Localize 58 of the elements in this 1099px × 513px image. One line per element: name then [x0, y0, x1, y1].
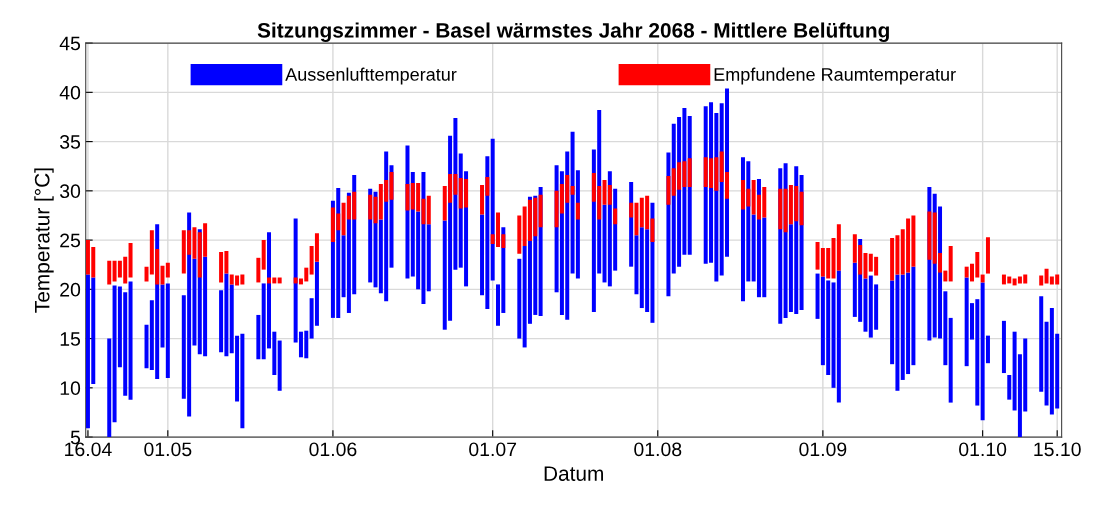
bar — [517, 258, 522, 339]
bar — [128, 243, 133, 278]
bar — [836, 270, 841, 403]
x-tick-label: 01.07 — [469, 442, 517, 457]
bar — [256, 314, 261, 360]
bar — [219, 251, 224, 283]
bar — [1039, 296, 1044, 392]
bar — [165, 262, 170, 278]
y-tick-label: 25 — [60, 233, 81, 248]
bar — [277, 340, 282, 391]
bar — [368, 194, 373, 220]
bar — [927, 211, 932, 260]
bar — [256, 257, 261, 283]
x-tick-label: 01.08 — [634, 442, 682, 457]
y-axis-title: Temperatur [°C] — [34, 168, 54, 313]
bar — [1007, 375, 1012, 400]
y-tick-label: 15 — [60, 332, 81, 346]
x-axis-title: Datum — [544, 466, 603, 481]
bar — [165, 283, 170, 378]
bar — [570, 185, 575, 195]
x-tick-label: 01.06 — [309, 442, 357, 457]
bar — [607, 184, 612, 205]
bar — [948, 245, 953, 282]
bar — [538, 194, 543, 228]
y-tick-label: 40 — [59, 85, 81, 100]
bar — [985, 237, 990, 274]
bar — [799, 191, 804, 226]
bar — [517, 215, 522, 254]
y-tick-label: 10 — [60, 381, 81, 396]
chart-title: Sitzungszimmer - Basel wärmstes Jahr 2068 - Mittlere Belüftung — [257, 22, 889, 42]
x-tick-label: 01.05 — [144, 442, 192, 457]
bar — [890, 238, 895, 281]
bar — [490, 138, 495, 281]
bar — [613, 208, 618, 225]
bar — [261, 240, 266, 270]
bar — [1001, 320, 1006, 374]
bar — [405, 183, 410, 211]
y-tick-label: 35 — [59, 135, 81, 149]
bar — [128, 281, 133, 400]
bar — [426, 224, 431, 292]
bar — [107, 260, 112, 285]
y-tick-label: 30 — [59, 184, 81, 199]
bar — [687, 158, 692, 187]
bar — [778, 188, 783, 230]
y-tick-label: 45 — [59, 36, 81, 51]
bar — [575, 202, 580, 220]
bar — [107, 338, 112, 438]
x-tick-label: 15.10 — [1034, 442, 1081, 457]
bar — [980, 274, 985, 283]
bar — [1039, 275, 1044, 286]
x-tick-label: 01.10 — [959, 442, 1007, 457]
y-tick-label: 20 — [60, 282, 81, 297]
legend-label: Aussenlufttemperatur — [285, 67, 457, 85]
bar — [948, 317, 953, 403]
bar — [666, 176, 671, 205]
bar — [426, 195, 431, 225]
x-tick-label: 01.09 — [799, 442, 847, 457]
legend-label: Empfundene Raumtemperatur — [714, 67, 956, 85]
